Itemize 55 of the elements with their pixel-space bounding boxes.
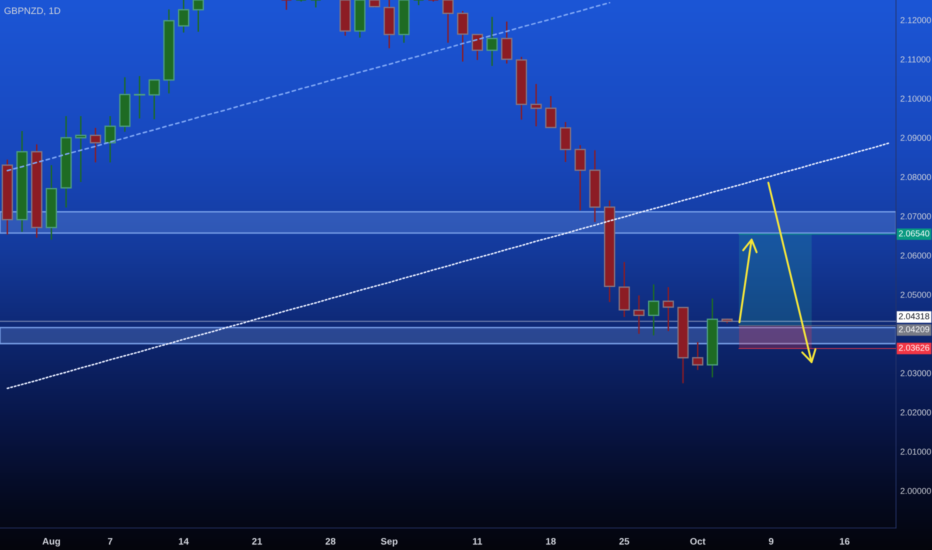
y-tick-label: 2.12000 bbox=[900, 17, 931, 24]
ref-line-label: 2.06540 bbox=[898, 230, 930, 236]
candlestick bbox=[574, 144, 586, 211]
y-tick-label: 2.10000 bbox=[900, 96, 931, 102]
candlestick bbox=[280, 0, 292, 10]
candlestick bbox=[692, 341, 704, 371]
y-tick-label: 2.08000 bbox=[900, 174, 931, 180]
text: GBPNZD, 1D bbox=[4, 7, 60, 16]
x-tick-label: 14 bbox=[178, 538, 189, 545]
candlestick bbox=[134, 75, 146, 120]
ref-line-label: 2.04209 bbox=[898, 326, 930, 332]
candlestick bbox=[442, 0, 454, 44]
x-tick-label: Oct bbox=[690, 538, 706, 545]
ref-line-label: 2.03626 bbox=[898, 344, 930, 351]
candlestick bbox=[648, 284, 660, 336]
x-tick-label: 18 bbox=[546, 538, 556, 545]
y-tick-label: 2.05000 bbox=[900, 292, 931, 298]
candlestick bbox=[148, 79, 160, 120]
y-tick-label: 2.01000 bbox=[900, 448, 931, 455]
candlestick bbox=[633, 294, 645, 335]
x-tick-label: 9 bbox=[768, 538, 774, 545]
y-tick-label: 2.02000 bbox=[900, 409, 931, 416]
candlestick bbox=[75, 115, 86, 183]
candlestick bbox=[192, 0, 204, 32]
candlestick bbox=[178, 0, 190, 34]
y-tick-label: 2.03000 bbox=[900, 370, 931, 376]
candlestick bbox=[90, 127, 102, 164]
candlestick bbox=[413, 0, 424, 6]
x-tick-label: 25 bbox=[619, 538, 630, 545]
x-tick-label: 7 bbox=[108, 538, 112, 545]
x-tick-label: 28 bbox=[326, 538, 336, 545]
x-tick-label: 21 bbox=[252, 538, 262, 545]
candlestick bbox=[501, 20, 512, 64]
candlestick bbox=[560, 121, 572, 163]
candlestick bbox=[545, 95, 556, 129]
y-tick-label: 2.11000 bbox=[900, 56, 930, 62]
candlestick bbox=[618, 261, 630, 318]
y-tick-label: 2.00000 bbox=[900, 488, 931, 494]
line-series bbox=[6, 142, 890, 390]
candlestick bbox=[486, 16, 498, 67]
line-series bbox=[6, 2, 610, 172]
y-tick-label: 2.07000 bbox=[900, 213, 931, 220]
x-tick-label: 16 bbox=[840, 538, 850, 545]
x-tick-label: 11 bbox=[472, 538, 482, 545]
y-tick-label: 2.06000 bbox=[900, 252, 931, 259]
x-tick-label: Aug bbox=[42, 538, 60, 547]
candlestick bbox=[457, 10, 468, 62]
candlestick bbox=[310, 0, 322, 8]
candlestick bbox=[530, 83, 542, 128]
candlestick bbox=[662, 286, 674, 332]
x-tick-label: Sep bbox=[380, 538, 398, 547]
y-tick-label: 2.09000 bbox=[900, 134, 931, 141]
candlestick bbox=[104, 115, 116, 164]
ref-line-label: 2.04318 bbox=[898, 313, 930, 320]
candlestick bbox=[472, 33, 483, 61]
